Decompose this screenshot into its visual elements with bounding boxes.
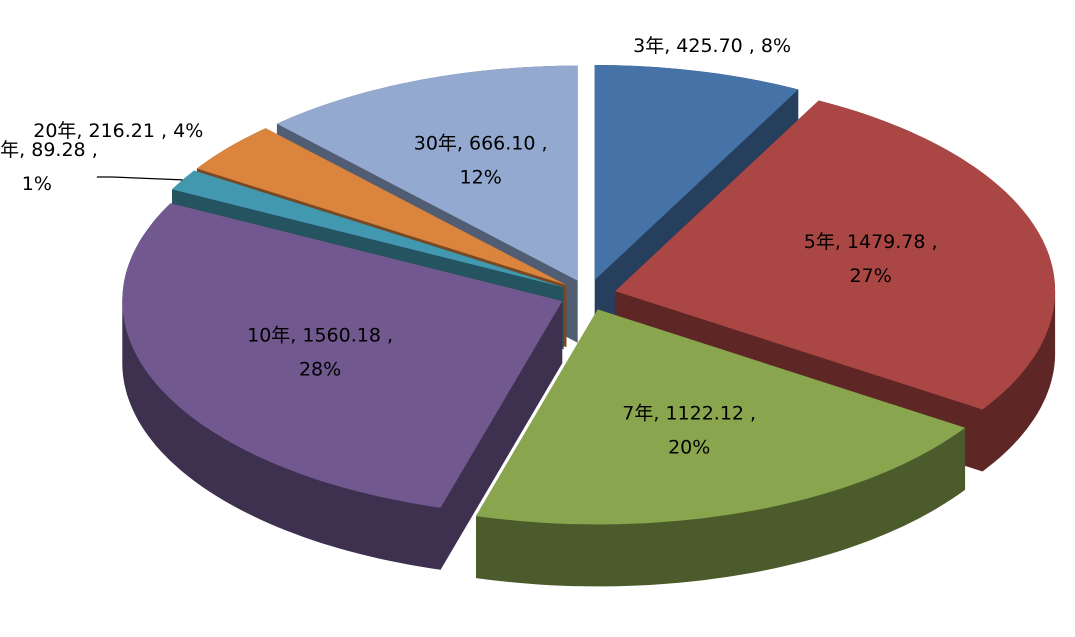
data-label-line: 3年, 425.70 , 8%	[633, 35, 791, 57]
slice	[594, 65, 799, 280]
data-label: 3年, 425.70 , 8%	[633, 35, 791, 57]
slice	[615, 100, 1056, 410]
data-label-line: 7年, 1122.12 ,	[622, 402, 756, 424]
data-label-line: 20年, 216.21 , 4%	[33, 119, 203, 141]
data-label-line: 30年, 666.10 ,	[414, 132, 548, 154]
data-label-line: 1%	[22, 172, 52, 194]
data-label: 20年, 216.21 , 4%	[33, 119, 203, 141]
data-label: 15年, 89.28 , 1%	[0, 138, 98, 194]
leader-line	[96, 176, 183, 181]
slice	[196, 128, 567, 286]
data-label-line: 28%	[299, 358, 341, 380]
data-label-line: 15年, 89.28 ,	[0, 138, 98, 160]
data-label: 5年, 1479.78 , 27%	[804, 230, 938, 286]
data-label: 10年, 1560.18 , 28%	[247, 324, 393, 380]
slice	[172, 170, 564, 288]
data-label-line: 20%	[668, 436, 710, 458]
slice	[122, 203, 563, 508]
slice	[276, 65, 578, 281]
data-label-line: 10年, 1560.18 ,	[247, 324, 393, 346]
data-label-line: 27%	[850, 264, 892, 286]
data-label-line: 5年, 1479.78 ,	[804, 230, 938, 252]
data-label: 30年, 666.10 , 12%	[414, 132, 548, 188]
data-label: 7年, 1122.12 , 20%	[622, 402, 756, 458]
slice	[476, 309, 966, 525]
data-label-line: 12%	[460, 166, 502, 188]
